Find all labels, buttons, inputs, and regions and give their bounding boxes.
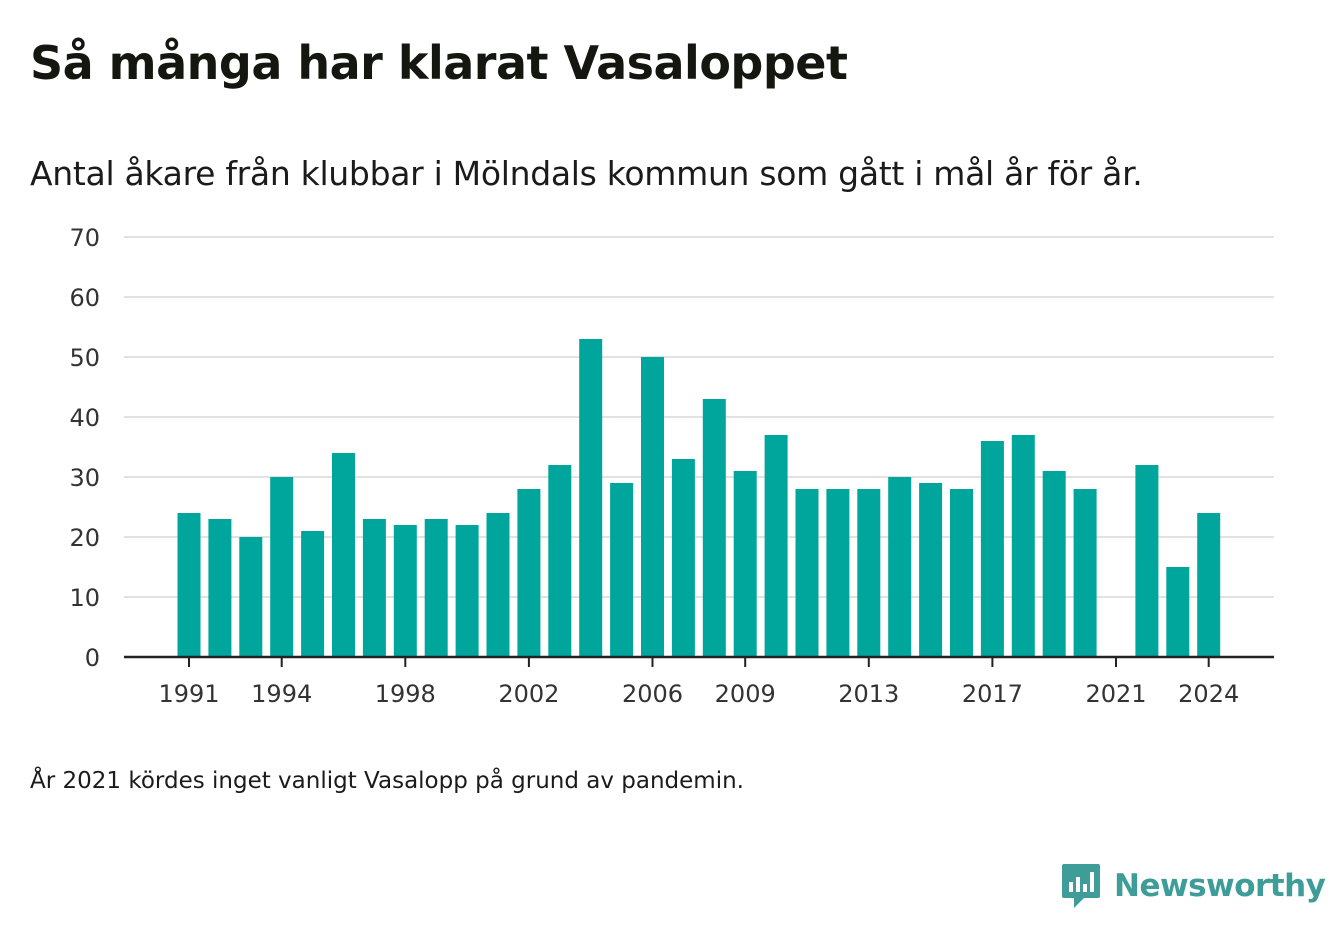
bar-2009 xyxy=(733,471,757,657)
bar-2020 xyxy=(1073,489,1097,657)
footnote: År 2021 kördes inget vanligt Vasalopp på… xyxy=(30,768,744,794)
x-tick-label: 2002 xyxy=(498,680,559,708)
y-tick-label: 40 xyxy=(69,404,100,432)
brand-name: Newsworthy xyxy=(1114,868,1326,904)
bar-1995 xyxy=(301,531,325,657)
y-tick-label: 60 xyxy=(69,284,100,312)
bar-2014 xyxy=(888,477,912,657)
y-tick-label: 20 xyxy=(69,524,100,552)
newsworthy-logo[interactable]: Newsworthy xyxy=(1060,860,1326,912)
bar-2023 xyxy=(1166,567,1190,657)
bar-2018 xyxy=(1011,435,1035,657)
x-tick-label: 2024 xyxy=(1178,680,1239,708)
x-tick-label: 2006 xyxy=(622,680,683,708)
bar-1997 xyxy=(362,519,386,657)
y-tick-label: 30 xyxy=(69,464,100,492)
bar-1996 xyxy=(332,453,355,657)
x-tick-label: 1994 xyxy=(251,680,312,708)
x-tick-label: 1998 xyxy=(375,680,436,708)
y-tick-label: 0 xyxy=(85,644,100,672)
bar-2008 xyxy=(702,399,726,657)
bar-2022 xyxy=(1135,465,1159,657)
bar-1999 xyxy=(424,519,448,657)
bar-chart: 0 10 20 30 40 50 60 70 1991 1994 1998 2002 2006 2009… xyxy=(69,224,1274,708)
bar-2011 xyxy=(795,489,819,657)
y-tick-label: 10 xyxy=(69,584,100,612)
bar-1998 xyxy=(393,525,417,657)
bar-2013 xyxy=(857,489,881,657)
bar-2017 xyxy=(980,441,1004,657)
y-tick-label: 50 xyxy=(69,344,100,372)
bar-1992 xyxy=(208,519,232,657)
x-axis-tick-labels: 1991 1994 1998 2002 2006 2009 2013 2017 2021 2024 xyxy=(158,680,1239,708)
bars xyxy=(177,339,1221,657)
newsworthy-chat-bars-icon xyxy=(1062,864,1100,908)
x-tick-label: 2021 xyxy=(1085,680,1146,708)
x-tick-label: 2009 xyxy=(715,680,776,708)
bar-2000 xyxy=(455,525,479,657)
bar-2016 xyxy=(950,489,973,657)
bar-2007 xyxy=(671,459,695,657)
bar-2005 xyxy=(610,483,634,657)
x-axis xyxy=(124,655,1274,667)
chart-title: Så många har klarat Vasaloppet xyxy=(30,36,848,90)
bar-1993 xyxy=(239,537,263,657)
bar-2004 xyxy=(579,339,603,657)
bar-1991 xyxy=(177,513,201,657)
grid-lines xyxy=(124,236,1274,598)
x-tick-label: 2013 xyxy=(838,680,899,708)
y-tick-label: 70 xyxy=(69,224,100,252)
bar-2001 xyxy=(486,513,510,657)
bar-1994 xyxy=(270,477,294,657)
bar-2019 xyxy=(1042,471,1066,657)
bar-2012 xyxy=(826,489,850,657)
y-axis-tick-labels: 0 10 20 30 40 50 60 70 xyxy=(69,224,100,672)
bar-2006 xyxy=(641,357,664,657)
chart-subtitle: Antal åkare från klubbar i Mölndals komm… xyxy=(30,154,1143,193)
x-tick-label: 2017 xyxy=(962,680,1023,708)
bar-2015 xyxy=(919,483,943,657)
bar-2024 xyxy=(1197,513,1221,657)
x-tick-label: 1991 xyxy=(158,680,219,708)
bar-2010 xyxy=(764,435,788,657)
bar-2003 xyxy=(548,465,572,657)
bar-2002 xyxy=(517,489,541,657)
